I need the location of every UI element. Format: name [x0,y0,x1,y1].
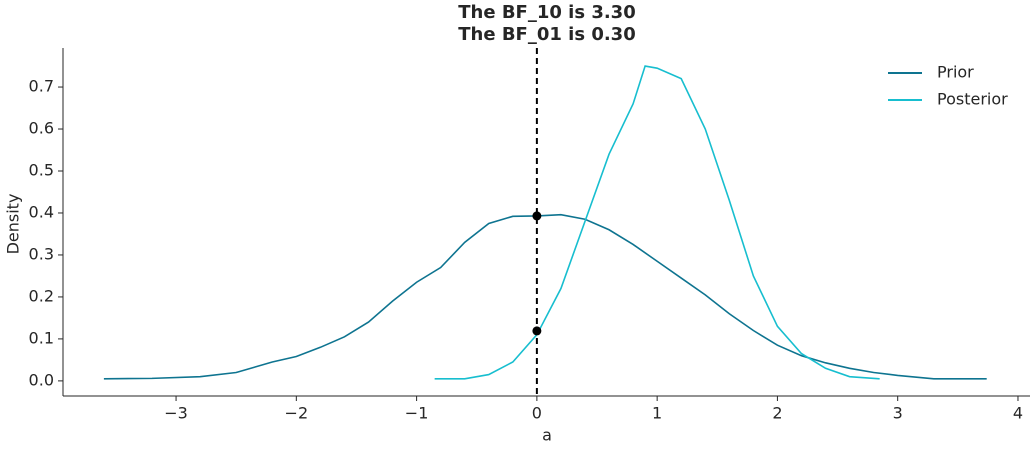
y-tick-label: 0.4 [29,202,54,221]
y-axis-label: Density [4,194,23,255]
chart-title: The BF_01 is 0.30 [458,24,635,45]
y-tick-label: 0.1 [29,328,54,347]
legend-label: Posterior [937,90,1008,109]
chart-title: The BF_10 is 3.30 [458,2,635,23]
x-tick-label: 4 [1013,404,1023,423]
x-axis-label: a [542,426,552,445]
x-tick-label: 3 [893,404,903,423]
line [103,213,987,380]
y-tick-label: 0.6 [29,119,54,138]
y-tick-label: 0.0 [29,370,54,389]
x-tick-label: 1 [652,404,662,423]
line [434,65,880,380]
x-tick-label: 0 [532,404,542,423]
x-tick-label: −1 [405,404,429,423]
point [532,211,542,221]
y-tick-label: 0.7 [29,77,54,96]
y-tick-label: 0.5 [29,160,54,179]
x-tick-label: −3 [164,404,188,423]
y-tick-label: 0.2 [29,286,54,305]
x-tick-label: 2 [772,404,782,423]
legend-label: Prior [937,63,974,82]
x-tick-label: −2 [285,404,309,423]
y-tick-label: 0.3 [29,244,54,263]
point [532,326,542,336]
